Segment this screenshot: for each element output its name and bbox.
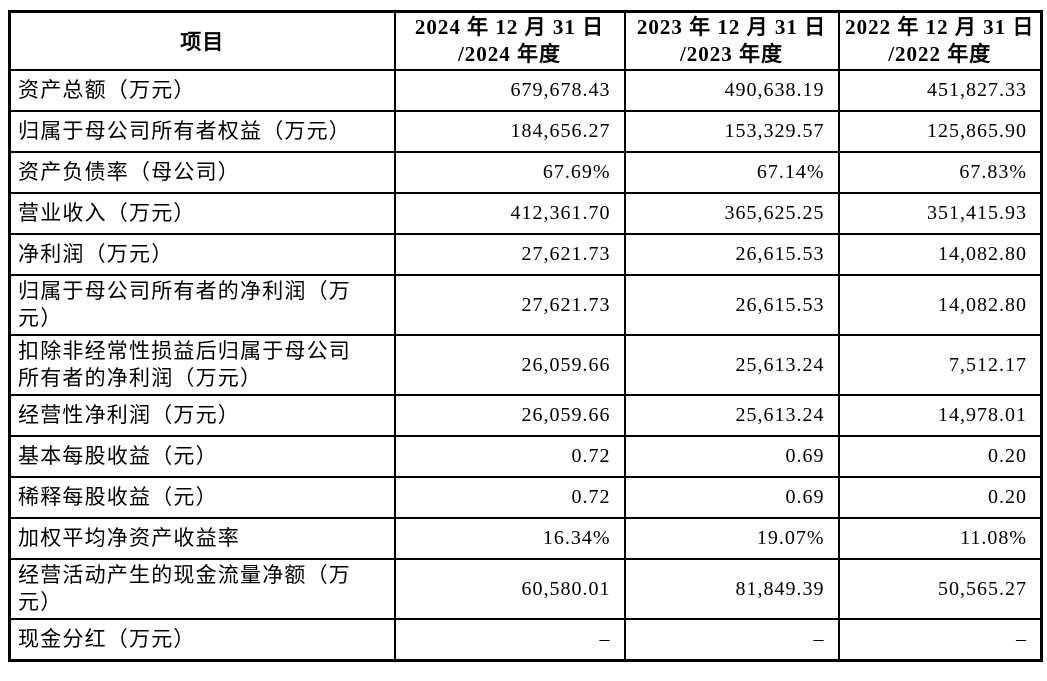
cell-value: 19.07% — [623, 517, 840, 560]
cell-value: 67.83% — [837, 151, 1043, 194]
cell-value: 412,361.70 — [393, 192, 626, 235]
cell-value: 26,615.53 — [623, 274, 840, 336]
row-label: 扣除非经常性损益后归属于母公司所有者的净利润（万元） — [8, 334, 396, 396]
row-label: 经营性净利润（万元） — [8, 394, 396, 437]
cell-value: 351,415.93 — [837, 192, 1043, 235]
table-row: 归属于母公司所有者权益（万元） 184,656.27 153,329.57 12… — [8, 110, 1043, 153]
row-label: 归属于母公司所有者权益（万元） — [8, 110, 396, 153]
cell-value: 451,827.33 — [837, 69, 1043, 112]
cell-value: – — [623, 618, 840, 661]
table-row: 稀释每股收益（元） 0.72 0.69 0.20 — [8, 476, 1043, 519]
cell-value: 0.20 — [837, 476, 1043, 519]
row-label: 经营活动产生的现金流量净额（万元） — [8, 558, 396, 620]
cell-value: 679,678.43 — [393, 69, 626, 112]
cell-value: 0.20 — [837, 435, 1043, 478]
cell-value: 25,613.24 — [623, 334, 840, 396]
cell-value: 50,565.27 — [837, 558, 1043, 620]
cell-value: 16.34% — [393, 517, 626, 560]
row-label: 营业收入（万元） — [8, 192, 396, 235]
row-label: 基本每股收益（元） — [8, 435, 396, 478]
header-item-column: 项目 — [8, 10, 396, 71]
financial-summary-table: 项目 2024 年 12 月 31 日 /2024 年度 2023 年 12 月… — [8, 10, 1043, 662]
table-row: 扣除非经常性损益后归属于母公司所有者的净利润（万元） 26,059.66 25,… — [8, 334, 1043, 396]
cell-value: 11.08% — [837, 517, 1043, 560]
cell-value: 67.14% — [623, 151, 840, 194]
cell-value: 14,082.80 — [837, 274, 1043, 336]
row-label: 资产负债率（母公司） — [8, 151, 396, 194]
header-period-2023: 2023 年 12 月 31 日 /2023 年度 — [623, 10, 840, 71]
table-row: 经营活动产生的现金流量净额（万元） 60,580.01 81,849.39 50… — [8, 558, 1043, 620]
cell-value: 153,329.57 — [623, 110, 840, 153]
table-row: 资产总额（万元） 679,678.43 490,638.19 451,827.3… — [8, 69, 1043, 112]
table-row: 归属于母公司所有者的净利润（万元） 27,621.73 26,615.53 14… — [8, 274, 1043, 336]
cell-value: 0.72 — [393, 476, 626, 519]
cell-value: 14,082.80 — [837, 233, 1043, 276]
cell-value: 0.72 — [393, 435, 626, 478]
cell-value: 490,638.19 — [623, 69, 840, 112]
table-row: 基本每股收益（元） 0.72 0.69 0.20 — [8, 435, 1043, 478]
cell-value: 26,615.53 — [623, 233, 840, 276]
cell-value: – — [837, 618, 1043, 661]
table-header-row: 项目 2024 年 12 月 31 日 /2024 年度 2023 年 12 月… — [8, 10, 1043, 71]
cell-value: 27,621.73 — [393, 233, 626, 276]
row-label: 归属于母公司所有者的净利润（万元） — [8, 274, 396, 336]
cell-value: 60,580.01 — [393, 558, 626, 620]
row-label: 加权平均净资产收益率 — [8, 517, 396, 560]
cell-value: 0.69 — [623, 435, 840, 478]
cell-value: 26,059.66 — [393, 394, 626, 437]
table-row: 加权平均净资产收益率 16.34% 19.07% 11.08% — [8, 517, 1043, 560]
row-label: 稀释每股收益（元） — [8, 476, 396, 519]
table-row: 现金分红（万元） – – – — [8, 618, 1043, 661]
cell-value: 25,613.24 — [623, 394, 840, 437]
cell-value: 125,865.90 — [837, 110, 1043, 153]
header-period-2024: 2024 年 12 月 31 日 /2024 年度 — [393, 10, 626, 71]
table-row: 资产负债率（母公司） 67.69% 67.14% 67.83% — [8, 151, 1043, 194]
row-label: 净利润（万元） — [8, 233, 396, 276]
cell-value: 14,978.01 — [837, 394, 1043, 437]
cell-value: 27,621.73 — [393, 274, 626, 336]
cell-value: 81,849.39 — [623, 558, 840, 620]
cell-value: – — [393, 618, 626, 661]
table-row: 经营性净利润（万元） 26,059.66 25,613.24 14,978.01 — [8, 394, 1043, 437]
table-row: 营业收入（万元） 412,361.70 365,625.25 351,415.9… — [8, 192, 1043, 235]
table-row: 净利润（万元） 27,621.73 26,615.53 14,082.80 — [8, 233, 1043, 276]
cell-value: 26,059.66 — [393, 334, 626, 396]
row-label: 现金分红（万元） — [8, 618, 396, 661]
cell-value: 7,512.17 — [837, 334, 1043, 396]
cell-value: 67.69% — [393, 151, 626, 194]
cell-value: 184,656.27 — [393, 110, 626, 153]
header-period-2022: 2022 年 12 月 31 日 /2022 年度 — [837, 10, 1043, 71]
cell-value: 0.69 — [623, 476, 840, 519]
cell-value: 365,625.25 — [623, 192, 840, 235]
row-label: 资产总额（万元） — [8, 69, 396, 112]
